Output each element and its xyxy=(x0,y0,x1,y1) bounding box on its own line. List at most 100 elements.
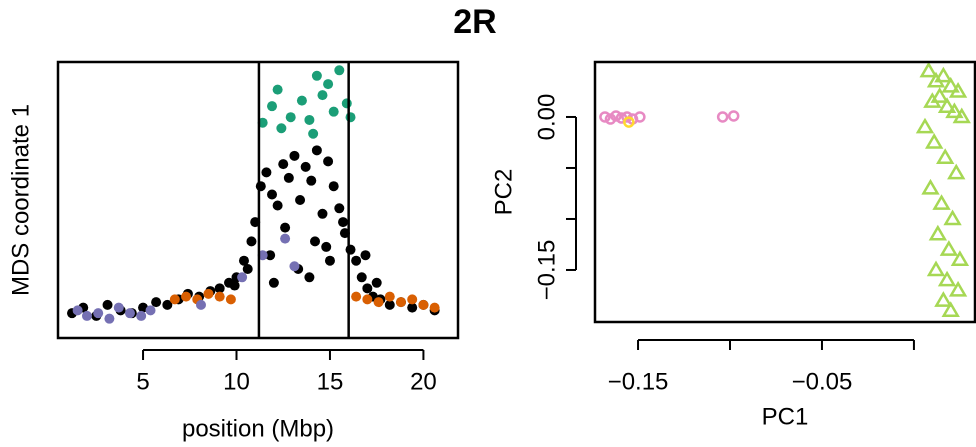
point xyxy=(238,255,249,266)
point xyxy=(323,156,334,167)
y-tick-label: −0.15 xyxy=(533,240,560,301)
y-axis-label: MDS coordinate 1 xyxy=(7,104,34,296)
point xyxy=(939,240,959,256)
point xyxy=(214,291,225,302)
point xyxy=(181,291,192,302)
point xyxy=(300,161,311,172)
x-tick-label: 15 xyxy=(317,368,344,395)
y-tick-label: 0.00 xyxy=(533,94,560,141)
point xyxy=(919,62,938,78)
point xyxy=(317,208,328,219)
point xyxy=(924,132,944,149)
point xyxy=(246,236,257,247)
point xyxy=(276,123,287,134)
point xyxy=(362,283,373,294)
point xyxy=(104,313,115,324)
point xyxy=(214,283,225,294)
point xyxy=(242,264,253,274)
point xyxy=(362,294,373,305)
point xyxy=(237,272,248,283)
point xyxy=(195,299,206,310)
point xyxy=(267,101,278,112)
point xyxy=(621,111,633,123)
point xyxy=(934,66,953,83)
x-tick-label: 20 xyxy=(410,368,437,395)
point xyxy=(145,305,156,316)
point xyxy=(81,310,92,321)
point xyxy=(225,294,236,305)
point xyxy=(334,65,345,76)
point xyxy=(360,250,371,261)
plot-frame xyxy=(56,60,460,340)
point xyxy=(285,112,296,123)
point xyxy=(926,260,946,277)
point xyxy=(371,277,382,288)
point xyxy=(384,291,395,302)
point xyxy=(102,299,113,310)
point xyxy=(345,112,356,123)
point xyxy=(283,172,294,183)
point xyxy=(278,159,289,170)
x-tick-label: −0.15 xyxy=(608,368,669,395)
point xyxy=(255,181,266,192)
point xyxy=(351,291,362,302)
point xyxy=(296,95,307,106)
point xyxy=(351,255,362,266)
point xyxy=(921,178,940,195)
point xyxy=(289,150,300,161)
y-axis-label: PC2 xyxy=(490,169,517,216)
x-tick-label: 10 xyxy=(223,368,250,395)
point xyxy=(941,76,960,93)
point xyxy=(267,189,278,200)
point xyxy=(169,294,180,305)
point xyxy=(943,209,962,226)
point xyxy=(151,297,162,308)
point xyxy=(280,222,291,233)
point xyxy=(634,111,646,123)
x-axis-label: PC1 xyxy=(762,403,809,430)
point xyxy=(306,175,317,186)
point xyxy=(289,261,300,272)
plot-area xyxy=(599,62,971,318)
x-tick-label: 5 xyxy=(136,368,149,395)
point xyxy=(113,302,124,313)
point xyxy=(310,236,321,247)
point xyxy=(304,272,315,283)
point xyxy=(311,145,322,156)
point xyxy=(395,297,406,308)
point xyxy=(272,200,283,211)
point xyxy=(308,128,319,139)
point xyxy=(323,79,334,90)
point xyxy=(623,116,635,128)
point xyxy=(952,107,971,124)
point xyxy=(311,70,322,81)
point xyxy=(328,181,339,192)
point xyxy=(341,98,352,109)
point xyxy=(936,148,955,165)
point xyxy=(280,233,291,244)
point xyxy=(407,294,418,305)
point xyxy=(321,241,332,252)
x-axis-label: position (Mbp) xyxy=(182,415,334,442)
point xyxy=(716,111,729,123)
x-tick-label: −0.05 xyxy=(792,368,853,395)
figure-title: 2R xyxy=(453,3,496,41)
point xyxy=(950,250,970,267)
point xyxy=(948,81,968,98)
point xyxy=(338,217,349,228)
point xyxy=(948,280,968,297)
point xyxy=(345,244,356,255)
point xyxy=(334,203,345,214)
point xyxy=(124,308,135,319)
point xyxy=(937,97,957,114)
point xyxy=(72,305,83,316)
point xyxy=(947,163,966,180)
point xyxy=(599,111,611,123)
point xyxy=(418,299,429,310)
point xyxy=(229,280,240,291)
point xyxy=(261,167,272,178)
point xyxy=(610,110,622,122)
point xyxy=(203,288,214,299)
